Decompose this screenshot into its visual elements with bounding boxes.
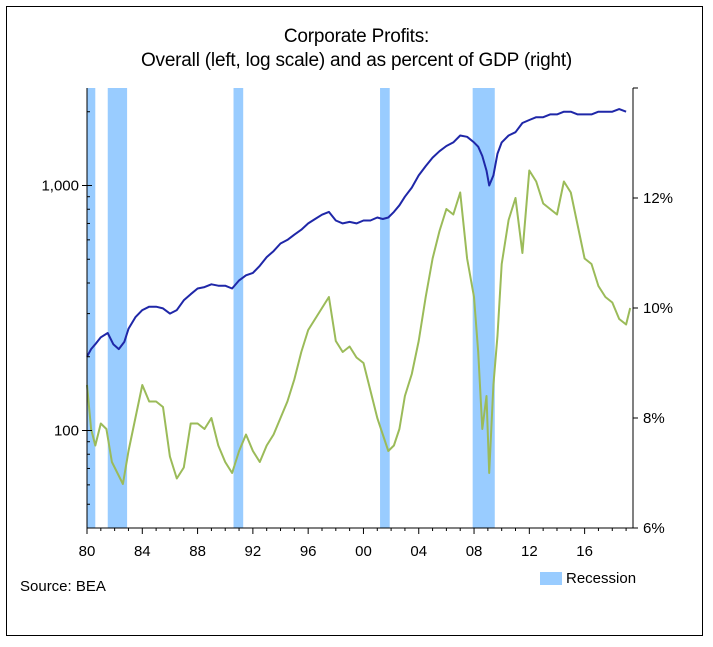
x-tick-label: 96 (300, 543, 317, 560)
source-note: Source: BEA (20, 578, 106, 595)
x-tick-label: 00 (355, 543, 372, 560)
x-tick-label: 16 (576, 543, 593, 560)
legend-swatch-recession (540, 572, 562, 585)
x-tick-label: 08 (466, 543, 483, 560)
right-tick-label: 6% (643, 520, 665, 537)
legend: Recession (540, 570, 636, 587)
x-tick-label: 04 (410, 543, 427, 560)
left-tick-label: 1,000 (41, 177, 79, 194)
recession-bands (87, 88, 495, 528)
series-line-left (86, 108, 627, 358)
x-tick-label: 84 (134, 543, 151, 560)
chart-subtitle: Overall (left, log scale) and as percent… (140, 50, 573, 71)
x-tick-label: 12 (521, 543, 538, 560)
series-lines (86, 108, 632, 485)
recession-band-4 (472, 88, 495, 528)
recession-band-3 (380, 88, 390, 528)
x-tick-label: 92 (245, 543, 262, 560)
recession-band-1 (107, 88, 128, 528)
right-tick-label: 12% (643, 190, 673, 207)
chart-frame (6, 6, 703, 636)
chart-title: Corporate Profits: (283, 26, 430, 47)
left-tick-label: 100 (54, 423, 79, 440)
x-tick-label: 88 (189, 543, 206, 560)
recession-band-2 (233, 88, 244, 528)
axes: 100 1,000 6% 8% 10% 12% 80 84 88 92 96 00 04 08 12 16 (41, 87, 673, 560)
series-line-right (86, 169, 632, 485)
right-tick-label: 8% (643, 410, 665, 427)
legend-label-recession: Recession (566, 570, 637, 587)
right-tick-label: 10% (643, 300, 673, 317)
x-tick-label: 80 (79, 543, 96, 560)
recession-band-0 (87, 88, 96, 528)
